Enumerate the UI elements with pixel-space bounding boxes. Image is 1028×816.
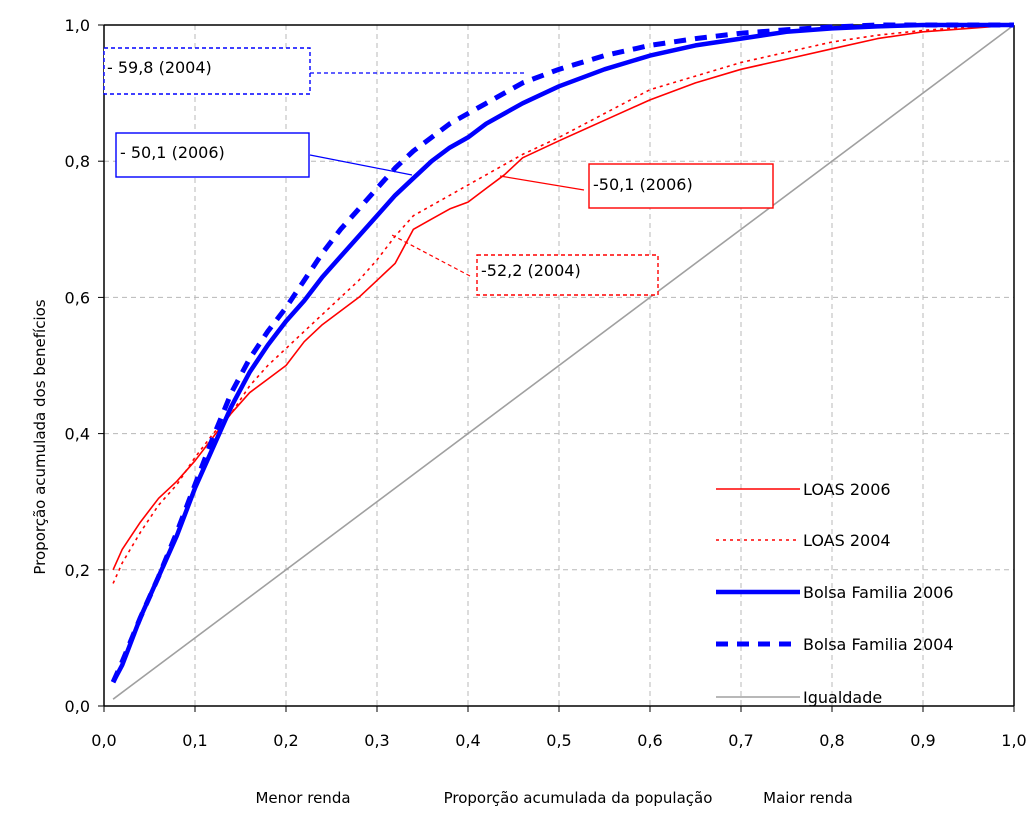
y-tick-label: 0,6 <box>65 288 90 307</box>
annotation-label: -50,1 (2006) <box>593 175 693 194</box>
y-tick-label: 0,0 <box>65 697 90 716</box>
x-tick-label: 0,6 <box>637 731 662 750</box>
legend: LOAS 2006 LOAS 2004 Bolsa Familia 2006 Bols… <box>716 480 954 707</box>
x-tick-label: 0,0 <box>91 731 116 750</box>
series-line-igualdade <box>112 24 1015 700</box>
x-tick-label: 0,1 <box>182 731 207 750</box>
annotation-leader-line <box>391 234 471 277</box>
series-line-loas-2004 <box>112 24 1015 584</box>
y-tick-label: 0,2 <box>65 561 90 580</box>
x-axis-title-left: Menor renda <box>255 789 350 807</box>
annotation-label: -52,2 (2004) <box>481 261 581 280</box>
series-layer <box>110 22 1015 700</box>
series-line-loas-2006 <box>112 24 1015 571</box>
x-tick-label: 0,4 <box>455 731 480 750</box>
legend-label-bolsa-familia-2004: Bolsa Familia 2004 <box>803 635 954 654</box>
annotation-box <box>476 254 659 296</box>
x-tick-label: 0,3 <box>364 731 389 750</box>
y-tick-label: 0,4 <box>65 425 90 444</box>
x-axis-title: Proporção acumulada da população <box>444 789 713 807</box>
annotation-box <box>588 163 774 209</box>
legend-label-loas-2006: LOAS 2006 <box>803 480 891 499</box>
x-tick-label: 0,9 <box>910 731 935 750</box>
y-tick-label: 1,0 <box>65 16 90 35</box>
annotation-box <box>115 132 310 178</box>
x-tick-label: 0,5 <box>546 731 571 750</box>
annotation-label: - 50,1 (2006) <box>120 143 225 162</box>
axis-layer: 0,0 0,1 0,2 0,3 0,4 0,5 0,6 0,7 0,8 0,9 1,0 0,0 0,2 0… <box>65 16 1027 750</box>
annotation-label: - 59,8 (2004) <box>107 58 212 77</box>
x-tick-label: 0,8 <box>819 731 844 750</box>
x-tick-label: 0,2 <box>273 731 298 750</box>
annotation-leader-line <box>309 154 413 176</box>
x-axis-title-right: Maior renda <box>763 789 853 807</box>
y-axis-title: Proporção acumulada dos benefícios <box>31 299 49 574</box>
series-line-bolsa-familia-2004 <box>110 22 1014 684</box>
legend-label-igualdade: Igualdade <box>803 688 882 707</box>
annotation-layer: - 59,8 (2004) - 50,1 (2006) -50,1 (2006) -5… <box>103 47 774 296</box>
legend-label-bolsa-familia-2006: Bolsa Familia 2006 <box>803 583 954 602</box>
x-tick-label: 0,7 <box>728 731 753 750</box>
annotation-leader-line <box>499 175 585 191</box>
annotation-box <box>103 47 311 95</box>
axis-titles: Proporção acumulada dos benefícios Menor… <box>31 299 853 807</box>
x-tick-label: 1,0 <box>1001 731 1026 750</box>
y-tick-label: 0,8 <box>65 152 90 171</box>
legend-label-loas-2004: LOAS 2004 <box>803 531 891 550</box>
series-line-bolsa-familia-2006 <box>111 22 1014 684</box>
